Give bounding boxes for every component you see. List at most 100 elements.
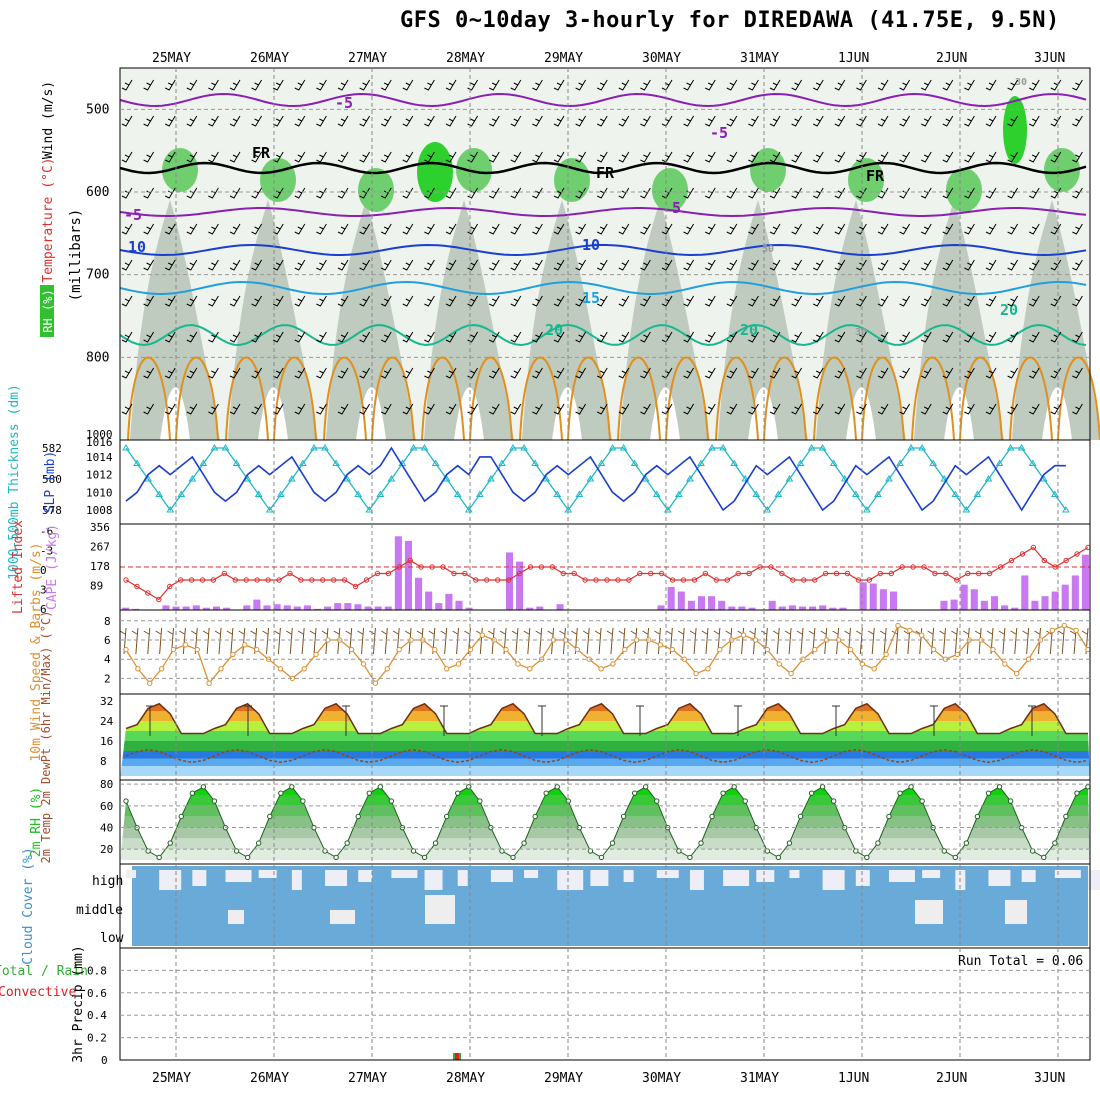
wind-point xyxy=(242,642,248,648)
cape-bar xyxy=(980,600,988,610)
wind-point xyxy=(348,646,355,653)
contour-line-10 xyxy=(119,243,1087,257)
wind-barb xyxy=(791,187,803,199)
wind-barb xyxy=(553,403,565,415)
lifted-point xyxy=(975,570,982,577)
wind-barb xyxy=(208,331,219,343)
rh-clear-region xyxy=(1042,387,1072,440)
wind-barb xyxy=(1028,187,1040,199)
wind-barb xyxy=(359,367,371,379)
lifted-point xyxy=(571,570,577,577)
thickness-point xyxy=(310,444,318,451)
wind-barb xyxy=(164,115,176,127)
thickness-point xyxy=(818,444,827,451)
lifted-point xyxy=(254,577,260,583)
wind-barb xyxy=(726,367,738,379)
lifted-point xyxy=(735,570,741,577)
wind-barb xyxy=(791,403,803,415)
lifted-point xyxy=(997,564,1004,570)
rh-point xyxy=(720,790,726,796)
rh-clear-region xyxy=(258,387,288,440)
wind-barb xyxy=(186,295,198,307)
rh-point xyxy=(676,848,682,854)
contour-line-5 xyxy=(119,206,1087,218)
cape-bar xyxy=(1081,554,1089,610)
lifted-point xyxy=(560,570,566,577)
wind-barb xyxy=(251,151,263,163)
rh-green-blob xyxy=(848,158,884,202)
contour-line-25 xyxy=(763,356,807,441)
wind-barb-10m xyxy=(856,627,863,655)
wind-point xyxy=(693,670,699,677)
x-tick-bottom: 25MAY xyxy=(152,1071,191,1086)
ylabel-cloud: Cloud Cover (%) xyxy=(21,847,36,964)
rh-point xyxy=(963,840,970,846)
wind-barb xyxy=(359,187,371,199)
wind-barb xyxy=(856,331,867,343)
cape-bar xyxy=(778,606,786,610)
cape-bar xyxy=(324,606,332,610)
rh-point xyxy=(875,840,881,846)
wind-barb xyxy=(942,403,954,415)
lifted-point xyxy=(691,577,698,583)
wind-point xyxy=(253,646,260,653)
cape-bar xyxy=(859,582,867,610)
rh-point xyxy=(211,798,218,804)
rh-gray-band xyxy=(816,200,906,440)
cloud-high-gap xyxy=(723,870,750,886)
wind-barb xyxy=(596,367,608,379)
wind-barb-10m xyxy=(452,627,460,655)
wind-barb xyxy=(726,259,738,271)
wind-barb-10m xyxy=(1010,627,1018,655)
wind-barb xyxy=(834,151,846,163)
wind-barb xyxy=(251,367,263,379)
wind-barb xyxy=(575,187,587,199)
wind-barb xyxy=(596,223,608,235)
wind-barb xyxy=(143,79,155,91)
wind-barb xyxy=(121,151,133,163)
wind-barb xyxy=(294,295,306,307)
wind-barb xyxy=(661,259,673,271)
contour-label: 50 xyxy=(762,244,774,255)
rh-gray-band xyxy=(620,200,710,440)
wind-barb xyxy=(510,331,522,343)
thickness-point xyxy=(365,506,374,513)
x-tick-top: 1JUN xyxy=(838,51,869,66)
thickness-point xyxy=(619,444,628,451)
wind-barb xyxy=(683,331,695,343)
rh-band xyxy=(120,838,1090,850)
lifted-point xyxy=(680,577,687,583)
cloud-high-gap xyxy=(159,870,182,890)
ylabel-temp2m: 2m Temp 2m DewPt (6hr Min/Max) (°C) xyxy=(39,611,53,864)
wind-barb xyxy=(532,187,543,199)
lifted-point xyxy=(899,564,905,570)
lifted-point xyxy=(320,577,326,583)
wind-point xyxy=(610,661,616,667)
wind-barb xyxy=(229,403,241,415)
wind-barb xyxy=(1050,295,1062,307)
lifted-point xyxy=(516,570,523,577)
wind-barb xyxy=(229,295,241,307)
wind-barb-10m xyxy=(772,627,780,655)
cape-bar xyxy=(516,561,524,610)
rh-point xyxy=(808,790,815,796)
wind-barb xyxy=(316,403,327,415)
wind-barb xyxy=(856,259,867,271)
cloud-high-gap xyxy=(524,870,539,878)
cape-bar xyxy=(374,606,382,610)
cape-bar xyxy=(869,583,877,610)
contour-line-25 xyxy=(371,356,415,441)
wind-barb xyxy=(1028,223,1040,235)
x-tick-top: 27MAY xyxy=(348,51,387,66)
wind-barb xyxy=(467,151,479,163)
wind-barb xyxy=(424,403,435,415)
contour-line-25 xyxy=(959,356,1003,441)
wind-barb xyxy=(1028,331,1040,343)
wind-barb xyxy=(1007,403,1019,415)
rh-point xyxy=(786,840,793,846)
wind-barb xyxy=(920,115,932,127)
rh-gray-band xyxy=(130,200,220,440)
wind-point xyxy=(313,651,319,658)
wind-barb xyxy=(316,331,327,343)
wind-barb xyxy=(1028,295,1040,307)
